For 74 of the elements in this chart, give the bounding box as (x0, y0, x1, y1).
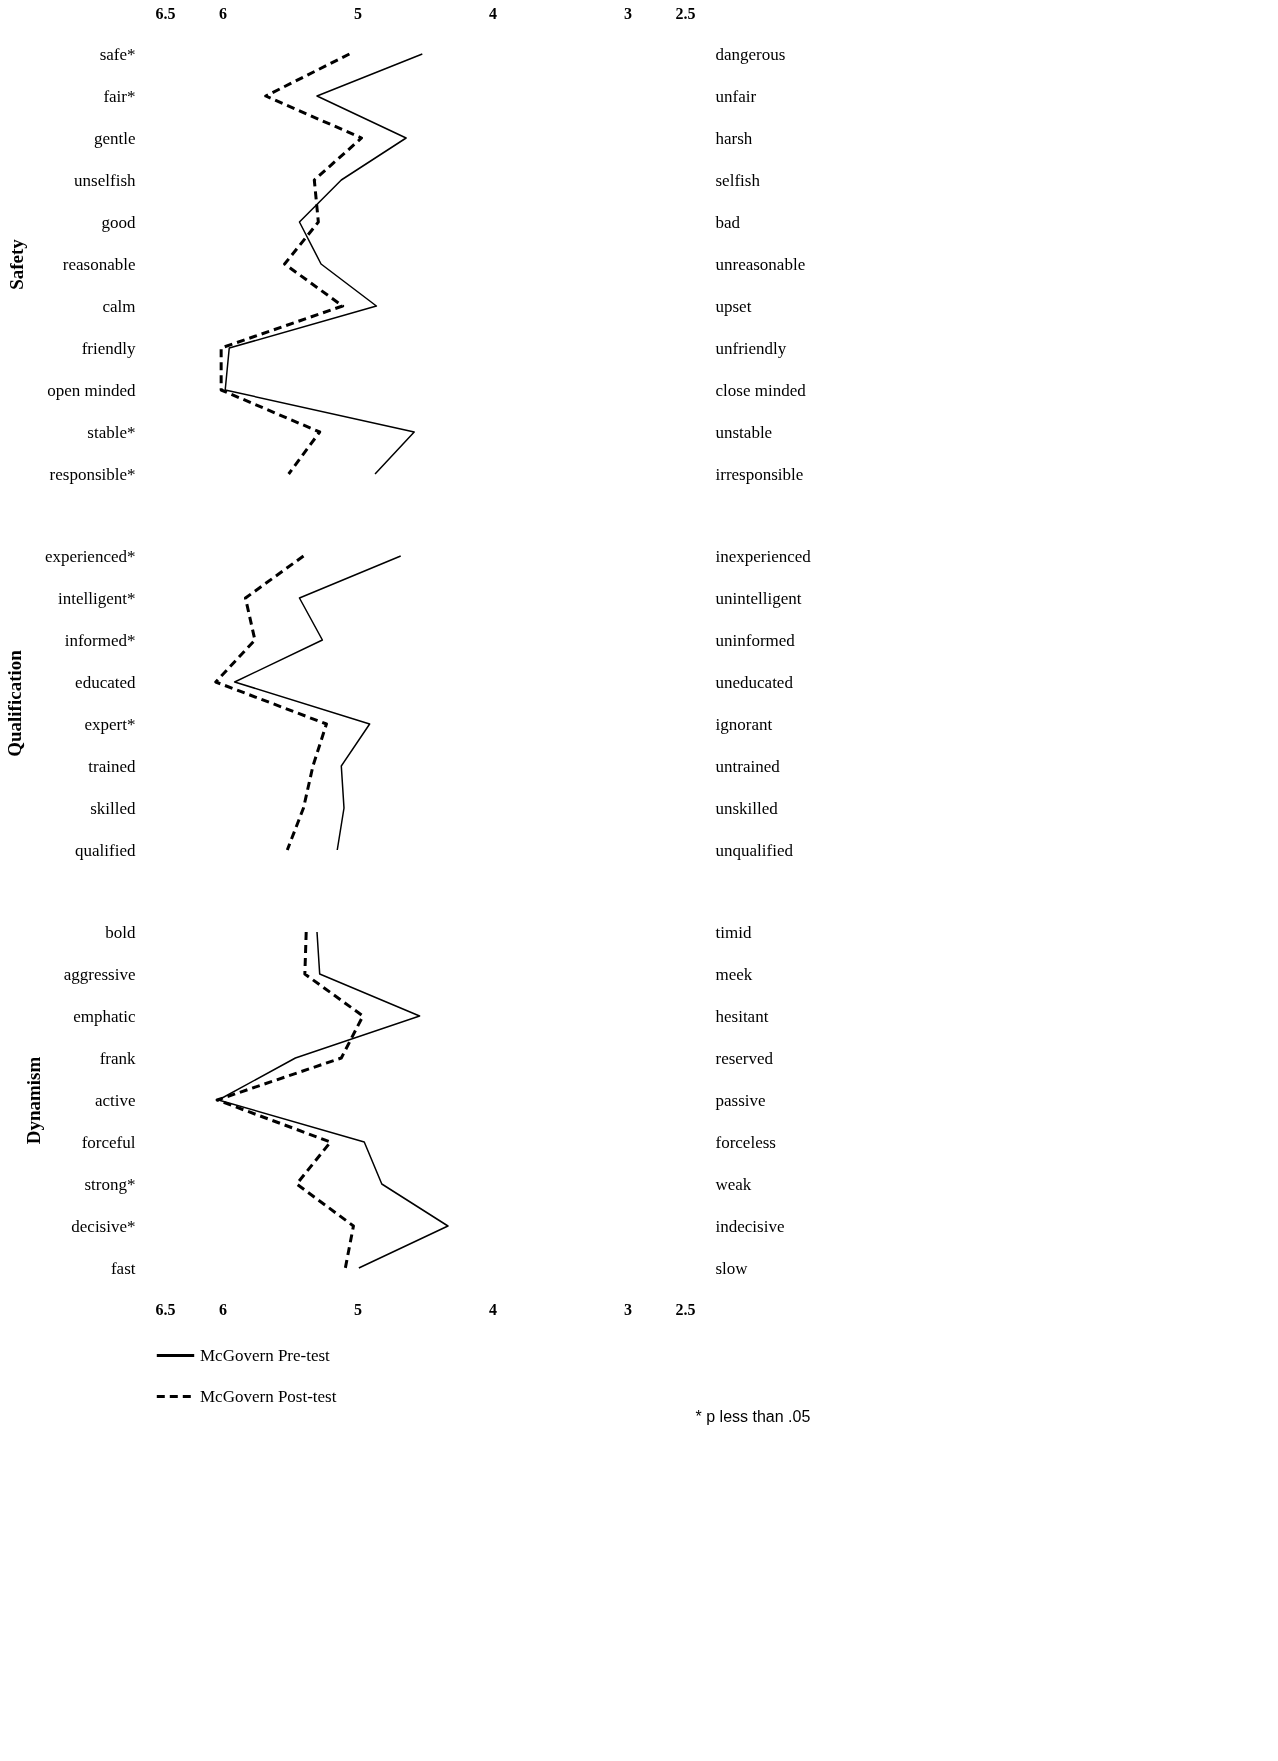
y2-tick-label: unskilled (715, 798, 779, 818)
y2-tick-label: bad (715, 212, 741, 232)
y-tick-label: friendly (81, 338, 136, 358)
x-tick-label: 6 (219, 4, 227, 22)
y-tick-label: strong* (84, 1174, 136, 1194)
y2-tick-label: forceless (715, 1132, 776, 1152)
x-tick-label: 4 (489, 1300, 497, 1318)
y2-tick-label: unqualified (715, 840, 794, 860)
y-tick-label: gentle (93, 128, 136, 148)
y2-tick-label: selfish (715, 170, 761, 190)
y2-tick-label: weak (715, 1174, 752, 1194)
y2-tick-label: uninformed (715, 630, 796, 650)
y-tick-label: emphatic (73, 1006, 136, 1026)
y-tick-label: fast (110, 1258, 136, 1278)
y-tick-label: experienced* (44, 546, 136, 566)
y-tick-label: frank (99, 1048, 136, 1068)
x-tick-label: 6 (219, 1300, 227, 1318)
y2-tick-label: unfair (715, 86, 757, 106)
x-tick-label: 3 (624, 4, 632, 22)
y-tick-label: trained (88, 756, 136, 776)
x-tick-label: 3 (624, 1300, 632, 1318)
y-tick-label: unselfish (74, 170, 136, 190)
y2-tick-label: unintelligent (715, 588, 802, 608)
y-tick-label: good (101, 212, 136, 232)
y2-tick-label: reserved (715, 1048, 774, 1068)
y-tick-label: reasonable (62, 254, 136, 274)
y-tick-label: bold (105, 922, 136, 942)
y2-tick-label: ignorant (715, 714, 773, 734)
y-tick-label: active (94, 1090, 136, 1110)
y-tick-label: stable* (87, 422, 136, 442)
y-tick-label: intelligent* (58, 588, 136, 608)
y2-tick-label: untrained (715, 756, 781, 776)
x-tick-label: 5 (354, 1300, 362, 1318)
y2-tick-label: passive (715, 1090, 766, 1110)
y2-tick-label: hesitant (715, 1006, 769, 1026)
y-tick-label: aggressive (63, 964, 136, 984)
y2-tick-label: uneducated (715, 672, 794, 692)
x-tick-label: 6.5 (155, 4, 176, 22)
text: * p less than .05 (695, 1408, 811, 1425)
y2-tick-label: inexperienced (715, 546, 812, 566)
x-tick-label: 6.5 (155, 1300, 176, 1318)
y-tick-label: informed* (64, 630, 136, 650)
y2-tick-label: irresponsible (715, 464, 804, 484)
y2-tick-label: indecisive (715, 1216, 785, 1236)
y2-tick-label: slow (715, 1258, 749, 1278)
y-tick-label: forceful (81, 1132, 136, 1152)
y2-tick-label: unreasonable (715, 254, 806, 274)
x-tick-label: 4 (489, 4, 497, 22)
y2-tick-label: harsh (715, 128, 753, 148)
y2-tick-label: close minded (715, 380, 807, 400)
y2-tick-label: dangerous (715, 44, 786, 64)
legend-label: McGovern Pre-test (200, 1345, 331, 1365)
y-tick-label: safe* (99, 44, 136, 64)
y2-tick-label: unfriendly (715, 338, 787, 358)
x-tick-label: 5 (354, 4, 362, 22)
y2-tick-label: meek (715, 964, 753, 984)
y2-tick-label: unstable (715, 422, 773, 442)
y-tick-label: qualified (75, 840, 136, 860)
y-tick-label: educated (75, 672, 136, 692)
y-tick-label: open minded (47, 380, 136, 400)
y-tick-label: decisive* (71, 1216, 136, 1236)
y-tick-label: skilled (90, 798, 136, 818)
y-tick-label: fair* (103, 86, 136, 106)
y-axis-title: Dynamism (22, 1056, 44, 1145)
y-tick-label: responsible* (49, 464, 136, 484)
y2-tick-label: upset (715, 296, 752, 316)
y-axis-title: Qualification (3, 649, 25, 757)
x-tick-label: 2.5 (675, 1300, 696, 1318)
y-tick-label: expert* (84, 714, 136, 734)
x-tick-label: 2.5 (675, 4, 696, 22)
y-tick-label: calm (102, 296, 136, 316)
legend-label: McGovern Post-test (200, 1386, 337, 1406)
y2-tick-label: timid (715, 922, 752, 942)
y-axis-title: Safety (6, 238, 28, 290)
